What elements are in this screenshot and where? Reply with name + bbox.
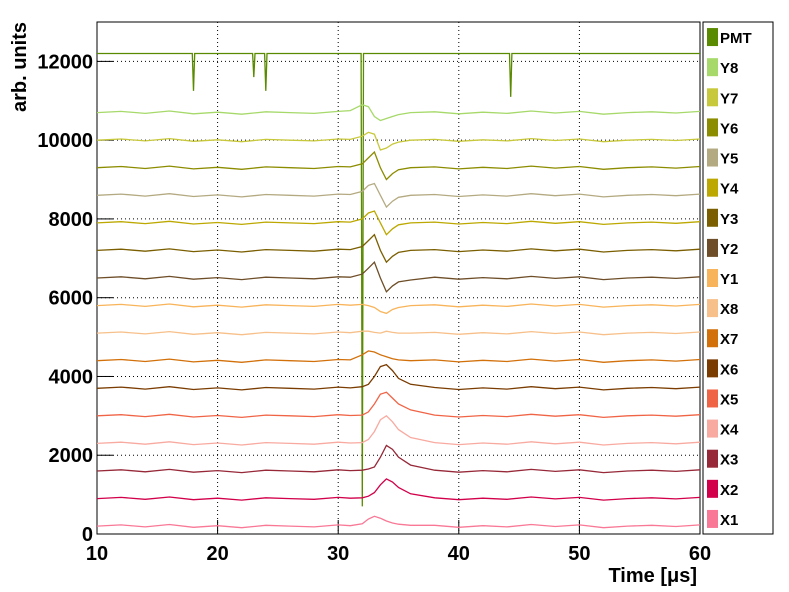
y-tick-label: 4000 (49, 366, 94, 388)
legend-swatch (707, 148, 718, 167)
trace (96, 131, 701, 151)
legend-label: X8 (720, 301, 738, 318)
legend-label: Y2 (720, 241, 738, 258)
legend-label: X4 (720, 422, 739, 439)
legend-swatch (707, 299, 718, 318)
legend-swatch (707, 58, 718, 77)
legend-label: X6 (720, 361, 738, 378)
trace (96, 182, 701, 209)
legend-swatch (707, 509, 718, 528)
legend-label: Y8 (720, 60, 738, 77)
legend-swatch (707, 449, 718, 468)
legend-label: X7 (720, 331, 738, 348)
trace (96, 444, 701, 474)
trace (96, 515, 701, 529)
x-axis-title: Time [μs] (608, 565, 697, 587)
legend-label: Y3 (720, 211, 738, 228)
trace (96, 330, 701, 336)
trace (97, 52, 700, 507)
trace (96, 103, 701, 122)
y-tick-label: 6000 (49, 288, 94, 310)
legend-swatch (707, 419, 718, 438)
trace (96, 391, 701, 419)
legend-label: X5 (720, 391, 738, 408)
legend-swatch (707, 28, 718, 47)
legend-label: Y1 (720, 271, 738, 288)
x-tick-label: 10 (86, 543, 108, 565)
legend-label: X2 (720, 482, 738, 499)
legend-swatch (707, 329, 718, 348)
legend-label: PMT (720, 30, 752, 47)
legend-label: Y7 (720, 90, 738, 107)
y-tick-label: 8000 (49, 209, 94, 231)
legend-label: X3 (720, 452, 738, 469)
legend-label: Y6 (720, 120, 738, 137)
legend-swatch (707, 479, 718, 498)
x-tick-label: 40 (448, 543, 470, 565)
legend-swatch (707, 118, 718, 137)
trace (96, 414, 701, 446)
x-tick-label: 50 (568, 543, 590, 565)
legend-swatch (707, 208, 718, 227)
trace (96, 478, 701, 501)
legend-label: Y4 (720, 181, 739, 198)
legend-swatch (707, 88, 718, 107)
y-tick-label: 2000 (49, 445, 94, 467)
legend-label: Y5 (720, 151, 738, 168)
trace (96, 210, 701, 236)
x-tick-label: 60 (689, 543, 711, 565)
y-tick-label: 12000 (37, 51, 93, 73)
trace (96, 233, 701, 264)
x-tick-label: 20 (206, 543, 228, 565)
trace (96, 350, 701, 363)
trace (96, 261, 701, 293)
y-tick-label: 10000 (37, 130, 93, 152)
legend-swatch (707, 238, 718, 257)
trace (96, 150, 701, 181)
trace (96, 363, 701, 391)
legend-swatch (707, 269, 718, 287)
legend-swatch (707, 178, 718, 197)
y-axis-title: arb. units (9, 22, 31, 112)
x-tick-label: 30 (327, 543, 349, 565)
legend-swatch (707, 359, 718, 378)
trace (96, 303, 701, 315)
legend-label: X1 (720, 512, 738, 529)
legend-swatch (707, 389, 718, 408)
y-tick-label: 0 (82, 524, 93, 546)
